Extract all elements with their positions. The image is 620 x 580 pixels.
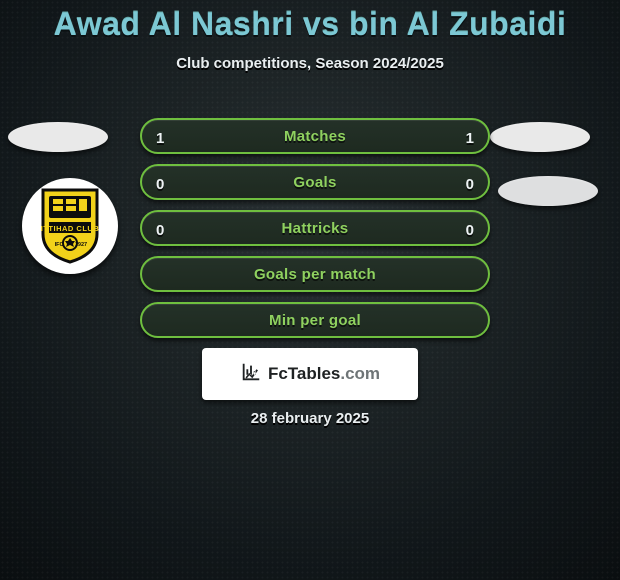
stat-label: Matches	[284, 128, 346, 145]
stat-pill: Matches 1 1	[140, 118, 490, 154]
chart-icon	[240, 361, 262, 388]
stat-label: Goals per match	[254, 266, 376, 283]
stat-row: Matches 1 1	[0, 118, 620, 164]
stat-label: Min per goal	[269, 312, 361, 329]
stat-pill: Goals 0 0	[140, 164, 490, 200]
fctables-attribution: FcTables.com	[202, 348, 418, 400]
stat-pill: Goals per match	[140, 256, 490, 292]
subtitle: Club competitions, Season 2024/2025	[0, 55, 620, 72]
page-title: Awad Al Nashri vs bin Al Zubaidi	[0, 0, 620, 43]
stat-value-right: 1	[466, 120, 474, 156]
date-text: 28 february 2025	[0, 410, 620, 427]
stat-pill: Min per goal	[140, 302, 490, 338]
stat-value-right: 0	[466, 212, 474, 248]
stat-value-left: 0	[156, 166, 164, 202]
stat-row: Hattricks 0 0	[0, 210, 620, 256]
brand-main: FcTables	[268, 364, 340, 383]
stat-value-right: 0	[466, 166, 474, 202]
stat-row: Min per goal	[0, 302, 620, 348]
stat-label: Hattricks	[282, 220, 349, 237]
stat-row: Goals 0 0	[0, 164, 620, 210]
stat-row: Goals per match	[0, 256, 620, 302]
stat-label: Goals	[293, 174, 336, 191]
stat-value-left: 1	[156, 120, 164, 156]
stat-pill: Hattricks 0 0	[140, 210, 490, 246]
stat-value-left: 0	[156, 212, 164, 248]
brand-domain: .com	[340, 364, 380, 383]
